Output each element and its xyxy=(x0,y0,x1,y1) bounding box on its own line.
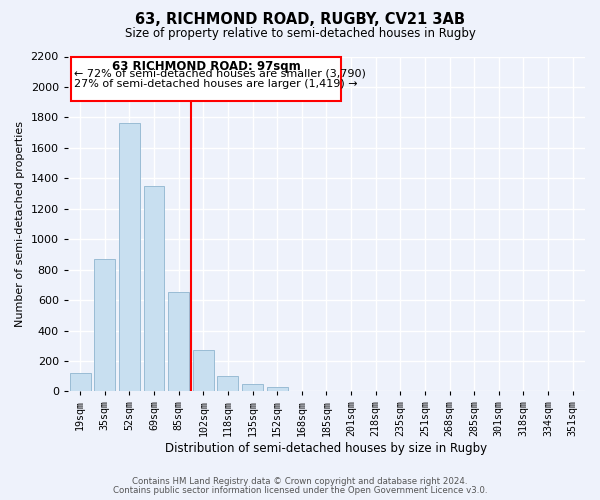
FancyBboxPatch shape xyxy=(71,58,341,100)
Bar xyxy=(266,387,287,392)
Text: Contains public sector information licensed under the Open Government Licence v3: Contains public sector information licen… xyxy=(113,486,487,495)
Bar xyxy=(94,259,115,392)
Bar xyxy=(217,376,238,392)
Text: 27% of semi-detached houses are larger (1,419) →: 27% of semi-detached houses are larger (… xyxy=(74,78,358,88)
X-axis label: Distribution of semi-detached houses by size in Rugby: Distribution of semi-detached houses by … xyxy=(166,442,487,455)
Bar xyxy=(242,384,263,392)
Bar xyxy=(168,292,189,392)
Bar xyxy=(193,350,214,392)
Bar xyxy=(70,373,91,392)
Bar xyxy=(143,186,164,392)
Text: 63 RICHMOND ROAD: 97sqm: 63 RICHMOND ROAD: 97sqm xyxy=(112,60,301,74)
Text: Size of property relative to semi-detached houses in Rugby: Size of property relative to semi-detach… xyxy=(125,28,475,40)
Y-axis label: Number of semi-detached properties: Number of semi-detached properties xyxy=(15,121,25,327)
Text: ← 72% of semi-detached houses are smaller (3,790): ← 72% of semi-detached houses are smalle… xyxy=(74,68,367,78)
Text: Contains HM Land Registry data © Crown copyright and database right 2024.: Contains HM Land Registry data © Crown c… xyxy=(132,477,468,486)
Text: 63, RICHMOND ROAD, RUGBY, CV21 3AB: 63, RICHMOND ROAD, RUGBY, CV21 3AB xyxy=(135,12,465,28)
Bar xyxy=(119,124,140,392)
